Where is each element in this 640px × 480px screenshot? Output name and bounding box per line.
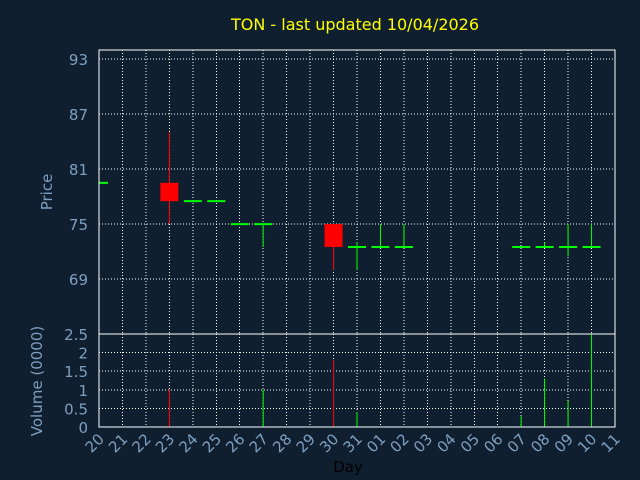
price-axis-label: Price (38, 174, 56, 211)
x-tick-label: 26 (222, 430, 248, 456)
x-tick-label: 25 (199, 430, 225, 456)
x-tick-label: 31 (340, 430, 366, 456)
x-axis-label: Day (333, 458, 363, 476)
price-tick-label: 87 (69, 106, 88, 124)
x-tick-label: 07 (504, 430, 530, 456)
x-tick-labels: 2021222324252627282930310102030405060708… (82, 430, 624, 456)
price-tick-label: 81 (69, 161, 88, 179)
volume-tick-label: 2 (78, 345, 88, 363)
volume-tick-label: 1.5 (64, 363, 88, 381)
x-tick-label: 24 (175, 430, 201, 456)
chart-title: TON - last updated 10/04/2026 (230, 15, 479, 34)
x-tick-label: 10 (574, 430, 600, 456)
volume-tick-labels: 2.521.510.50 (64, 326, 88, 437)
price-tick-label: 93 (69, 51, 88, 69)
volume-axis-label: Volume (0000) (28, 326, 46, 436)
x-tick-label: 01 (363, 430, 389, 456)
volume-tick-label: 1 (78, 382, 88, 400)
x-tick-label: 08 (527, 430, 553, 456)
volume-panel-frame (98, 333, 616, 428)
price-tick-label: 69 (69, 271, 88, 289)
x-tick-label: 03 (410, 430, 436, 456)
x-tick-label: 06 (480, 430, 506, 456)
x-tick-label: 11 (598, 430, 624, 456)
x-tick-label: 09 (551, 430, 577, 456)
volume-tick-label: 0 (78, 419, 88, 437)
x-tick-label: 22 (129, 430, 155, 456)
x-tick-label: 21 (105, 430, 131, 456)
volume-tick-label: 2.5 (64, 326, 88, 344)
x-tick-label: 28 (269, 430, 295, 456)
x-tick-label: 05 (457, 430, 483, 456)
x-tick-label: 29 (293, 430, 319, 456)
candle-body (324, 224, 343, 247)
volume-tick-label: 0.5 (64, 400, 88, 418)
x-tick-label: 04 (433, 430, 459, 456)
candles (99, 132, 601, 270)
x-tick-label: 23 (152, 430, 178, 456)
x-tick-label: 30 (316, 430, 342, 456)
x-tick-label: 27 (246, 430, 272, 456)
x-tick-label: 02 (387, 430, 413, 456)
price-tick-labels: 93 87 81 75 69 (69, 51, 88, 289)
candle-body (160, 182, 179, 202)
volume-bars (168, 334, 593, 427)
price-tick-label: 75 (69, 216, 88, 234)
